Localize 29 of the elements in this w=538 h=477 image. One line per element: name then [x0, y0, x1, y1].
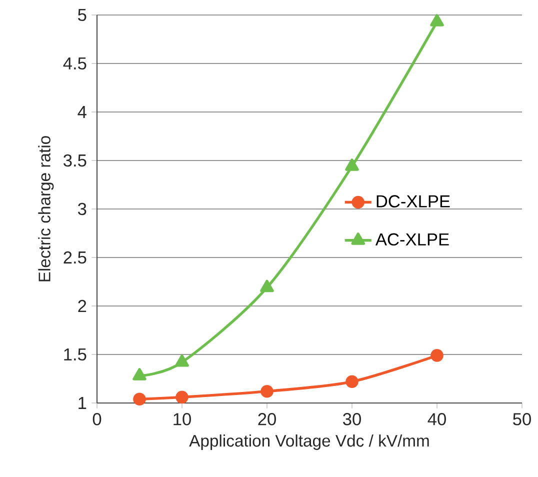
y-tick-label: 1: [78, 397, 86, 409]
x-axis-title: Application Voltage Vdc / kV/mm: [189, 434, 429, 450]
x-tick-label: 10: [174, 413, 191, 426]
point: [133, 392, 146, 406]
y-tick-label: 2.5: [64, 251, 86, 264]
y-tick-label: 4.5: [63, 57, 86, 70]
legend-label: AC-XLPE: [375, 233, 449, 246]
x-tick-label: 20: [258, 413, 276, 426]
point: [345, 158, 359, 171]
y-tick-label: 1.5: [64, 348, 86, 361]
point: [176, 390, 188, 404]
x-tick-label: 0: [92, 413, 102, 426]
x-tick-label: 30: [343, 413, 361, 426]
point: [430, 14, 444, 26]
x-tick-label: 40: [428, 413, 446, 426]
legend-label: DC-XLPE: [376, 195, 450, 208]
point: [260, 384, 274, 398]
point: [430, 349, 444, 362]
x-tick-label: 50: [513, 413, 531, 426]
y-axis-title: Electric charge ratio: [38, 136, 54, 282]
point: [260, 280, 274, 292]
y-tick-label: 5: [78, 8, 86, 22]
y-tick-label: 4: [78, 106, 86, 118]
y-tick-label: 3: [78, 202, 86, 216]
point: [175, 354, 189, 367]
point: [132, 368, 146, 380]
y-tick-label: 3.5: [64, 154, 86, 167]
point: [346, 375, 358, 388]
y-tick-label: 2: [78, 300, 86, 312]
